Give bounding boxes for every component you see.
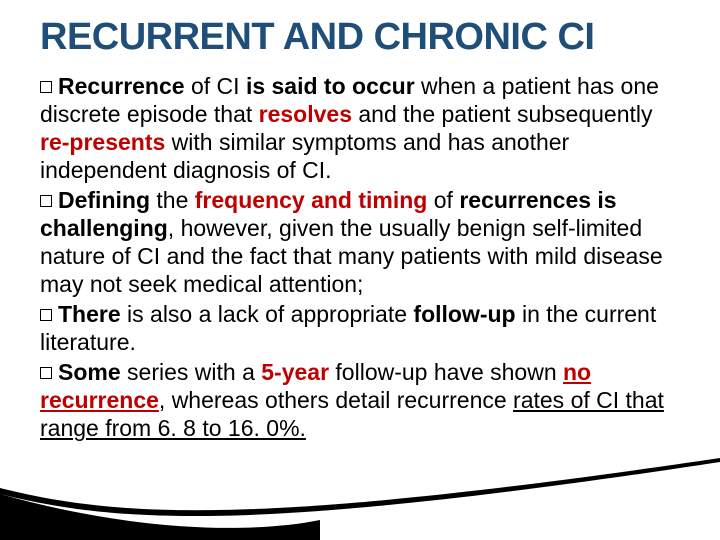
slide-title: RECURRENT AND CHRONIC CI [40, 18, 680, 58]
text-run: series with a [121, 359, 262, 385]
bullet: Recurrence of CI is said to occur when a… [40, 72, 680, 184]
bullet: Some series with a 5-year follow-up have… [40, 358, 680, 442]
bullet-marker-icon [40, 309, 52, 321]
slide: RECURRENT AND CHRONIC CI Recurrence of C… [0, 0, 720, 540]
slide-body: Recurrence of CI is said to occur when a… [40, 72, 680, 443]
bullet: Defining the frequency and timing of rec… [40, 186, 680, 298]
text-run: , whereas others detail recurrence [159, 387, 513, 413]
text-run: is said to occur [246, 73, 415, 99]
text-run: and the patient subsequently [352, 101, 653, 127]
text-run: Recurrence [58, 73, 185, 99]
text-run: follow-up have shown [329, 359, 563, 385]
text-run: There [58, 301, 121, 327]
text-run: the [150, 187, 195, 213]
text-run: is also a lack of appropriate [121, 301, 414, 327]
bullet-marker-icon [40, 367, 52, 379]
bullet-marker-icon [40, 81, 52, 93]
text-run: follow-up [413, 301, 515, 327]
text-run: of [427, 187, 459, 213]
swoosh-path [0, 458, 720, 540]
text-run: Defining [58, 187, 150, 213]
text-run: re-presents [40, 129, 165, 155]
bullet-marker-icon [40, 195, 52, 207]
text-run: Some [58, 359, 121, 385]
text-run: of CI [185, 73, 246, 99]
decorative-swoosh [0, 450, 720, 540]
text-run: frequency and timing [195, 187, 428, 213]
text-run: resolves [259, 101, 352, 127]
bullet: There is also a lack of appropriate foll… [40, 300, 680, 356]
text-run: 5-year [261, 359, 329, 385]
